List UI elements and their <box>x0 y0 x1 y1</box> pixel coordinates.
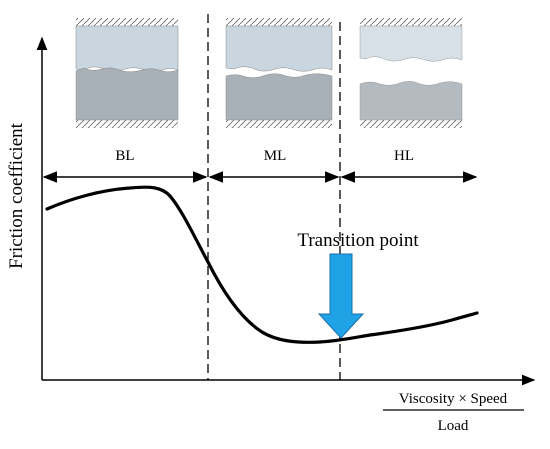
transition-point-label: Transition point <box>297 230 419 251</box>
x-axis-label-numerator: Viscosity × Speed <box>399 391 508 407</box>
regime-label-ml: ML <box>264 148 287 164</box>
ml-surface-illustration <box>225 18 333 128</box>
regime-label-hl: HL <box>394 148 414 164</box>
regime-label-bl: BL <box>115 148 134 164</box>
friction-curve <box>45 185 479 344</box>
hl-surface-illustration <box>359 18 463 128</box>
y-axis-label: Friction coefficient <box>6 122 27 269</box>
bl-surface-illustration <box>75 18 179 128</box>
x-axis-label-denominator: Load <box>438 418 469 434</box>
transition-point-arrow <box>317 253 365 339</box>
